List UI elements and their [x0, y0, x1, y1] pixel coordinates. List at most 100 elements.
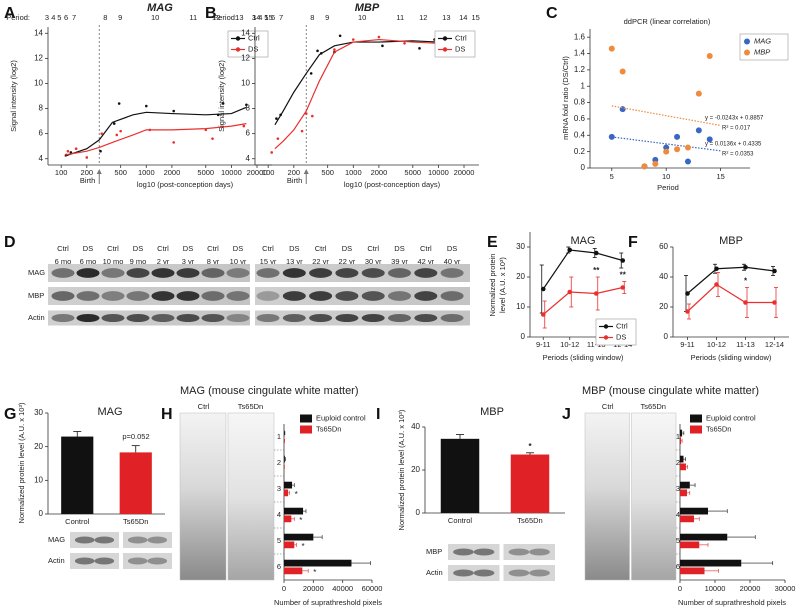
data-point: [695, 90, 702, 97]
y-tick-label: 0: [664, 332, 669, 341]
blot-band: [309, 291, 333, 301]
x-tick-label: 10-12: [707, 340, 726, 349]
series-line: [687, 283, 775, 312]
lane-age: 9 mo: [130, 257, 147, 266]
legend-swatch: [300, 414, 312, 423]
bar: [284, 507, 304, 515]
blot-band: [414, 291, 438, 301]
y-tick-label: 0: [39, 509, 44, 518]
x-tick-label: 5: [610, 172, 614, 181]
data-point: [115, 133, 119, 137]
y-tick-label: 14: [34, 28, 43, 37]
x-axis-label: Periods (sliding window): [543, 353, 624, 362]
lane-group: DS: [83, 244, 93, 253]
lane-age: 39 yr: [391, 257, 408, 266]
blot-band: [126, 313, 150, 323]
y-tick-label: 2: [277, 458, 281, 467]
blot-band: [51, 313, 75, 323]
blot-band: [226, 291, 250, 301]
annotation: R² = 0.017: [722, 126, 751, 132]
blot-band: [508, 569, 530, 577]
x-tick-label: 0: [282, 584, 286, 593]
legend-label: Ctrl: [455, 33, 467, 42]
y-tick-label: 4: [277, 510, 281, 519]
period: 3: [252, 13, 256, 22]
lane-age: 42 yr: [417, 257, 434, 266]
data-point: [620, 285, 626, 290]
blot-band: [176, 291, 200, 301]
data-point: [311, 114, 314, 118]
blot-row-label: Actin: [28, 313, 45, 322]
x-axis-label: log10 (post-conception days): [344, 180, 441, 189]
x-tick-label: 10000: [221, 168, 242, 177]
blot-band: [414, 313, 438, 323]
birth-label: Birth: [80, 176, 95, 185]
lane-age: 6 mo: [80, 257, 97, 266]
bar: [680, 559, 742, 567]
data-point: [85, 156, 89, 159]
x-tick-label: Control: [448, 516, 473, 525]
x-tick-label: 20000: [454, 168, 475, 177]
birth-arrowhead: [96, 169, 102, 174]
bar: [284, 559, 352, 567]
y-tick-label: 6: [277, 562, 281, 571]
blot-band: [440, 291, 464, 301]
y-tick-label: 1.2: [574, 65, 586, 74]
x-tick-label: 15: [716, 172, 724, 181]
y-tick-label: 3: [676, 484, 680, 493]
y-tick-label: 20: [659, 302, 668, 311]
data-point: [245, 103, 248, 107]
blot-band: [51, 291, 75, 301]
y-tick-label: 20: [411, 465, 420, 474]
period: 5: [57, 13, 61, 22]
birth-label: Birth: [287, 176, 302, 185]
legend-swatch: [690, 425, 702, 434]
blot-band: [76, 313, 100, 323]
blot-band: [176, 313, 200, 323]
bar: [510, 454, 550, 513]
legend-box: [739, 33, 789, 61]
chart-title: ddPCR (linear correlation): [624, 17, 711, 26]
chart-title: MAG: [147, 2, 173, 14]
blot-row-label: MAG: [28, 268, 45, 277]
blot-band: [453, 548, 474, 556]
data-point: [270, 151, 274, 154]
period: 8: [310, 13, 314, 22]
lane-group: DS: [289, 244, 299, 253]
micrograph: [227, 412, 275, 581]
bar: [680, 437, 682, 445]
data-point: [69, 151, 73, 154]
x-tick-label: 100: [262, 168, 275, 177]
data-point: [652, 160, 659, 167]
data-point: [772, 300, 777, 305]
period: 6: [64, 13, 68, 22]
significance: *: [528, 442, 532, 451]
bar: [440, 438, 480, 513]
legend-dot: [235, 47, 241, 52]
image-label: Ts65Dn: [641, 402, 666, 411]
legend-dot: [744, 49, 750, 56]
image-label: Ctrl: [198, 402, 210, 411]
blot-band: [76, 268, 100, 278]
y-tick-label: 4: [39, 154, 44, 163]
data-point: [608, 45, 615, 52]
y-tick-label: 30: [516, 242, 525, 251]
data-point: [276, 137, 280, 140]
period: 15: [264, 13, 272, 22]
blot-band: [201, 291, 225, 301]
x-tick-label: 500: [321, 168, 334, 177]
lane-group: Ctrl: [420, 244, 432, 253]
y-tick-label: 2: [676, 458, 680, 467]
y-tick-label: 14: [241, 28, 250, 37]
x-tick-label: 100: [55, 168, 68, 177]
legend-label: DS: [248, 44, 258, 53]
y-tick-label: 60: [659, 242, 668, 251]
x-tick-label: Ts65Dn: [123, 517, 148, 526]
bar: [284, 489, 289, 497]
period: 5: [264, 13, 268, 22]
y-tick-label: 1: [676, 432, 680, 441]
y-tick-label: 10: [34, 475, 43, 484]
data-point: [221, 102, 225, 105]
blot-band: [201, 268, 225, 278]
data-point: [403, 42, 406, 45]
